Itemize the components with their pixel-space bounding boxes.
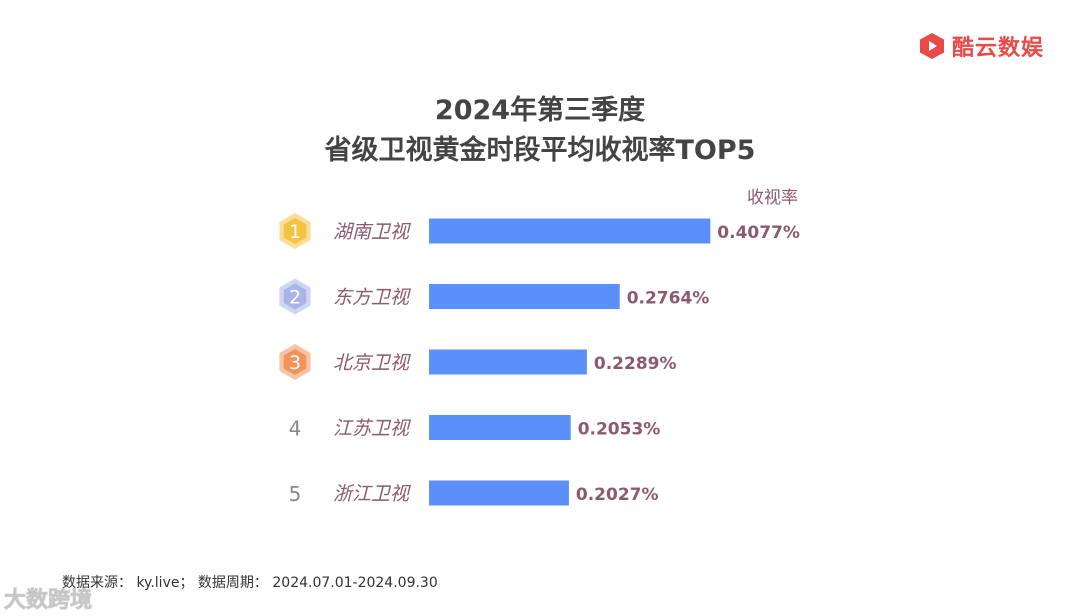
data-source-note: 数据来源： ky.live； 数据周期： 2024.07.01-2024.09.… bbox=[62, 575, 438, 591]
category-label: 湖南卫视 bbox=[333, 221, 411, 243]
category-label: 东方卫视 bbox=[333, 287, 411, 309]
bar bbox=[429, 349, 587, 375]
bar bbox=[429, 218, 711, 244]
data-label: 0.2764% bbox=[627, 289, 710, 309]
chart-title: 2024年第三季度 bbox=[434, 95, 646, 126]
value-axis-label: 收视率 bbox=[747, 188, 798, 208]
rank-number: 2 bbox=[289, 287, 301, 309]
data-label: 0.2289% bbox=[594, 354, 677, 374]
rank-badge-inner bbox=[283, 218, 307, 244]
rank-badge-inner bbox=[283, 283, 307, 310]
category-label: 江苏卫视 bbox=[333, 418, 411, 440]
rank-badge-inner bbox=[283, 349, 307, 375]
bar bbox=[429, 415, 571, 440]
brand-name: 酷云数娱 bbox=[952, 36, 1045, 61]
chart-subtitle: 省级卫视黄金时段平均收视率TOP5 bbox=[324, 135, 756, 166]
data-label: 0.2053% bbox=[578, 420, 661, 440]
watermark-text: 大数跨境 bbox=[3, 588, 93, 614]
data-label: 0.2027% bbox=[576, 485, 659, 505]
data-label: 0.4077% bbox=[717, 223, 800, 243]
bar bbox=[429, 284, 620, 309]
rank-number: 5 bbox=[289, 482, 302, 506]
rank-number: 1 bbox=[289, 221, 301, 243]
play-logo-icon bbox=[920, 33, 944, 59]
rank-number: 3 bbox=[289, 352, 301, 374]
brand-logo: 酷云数娱 bbox=[918, 30, 1044, 62]
category-label: 北京卫视 bbox=[333, 352, 411, 374]
bar bbox=[429, 480, 569, 506]
rank-number: 4 bbox=[289, 417, 302, 441]
category-label: 浙江卫视 bbox=[333, 483, 411, 505]
